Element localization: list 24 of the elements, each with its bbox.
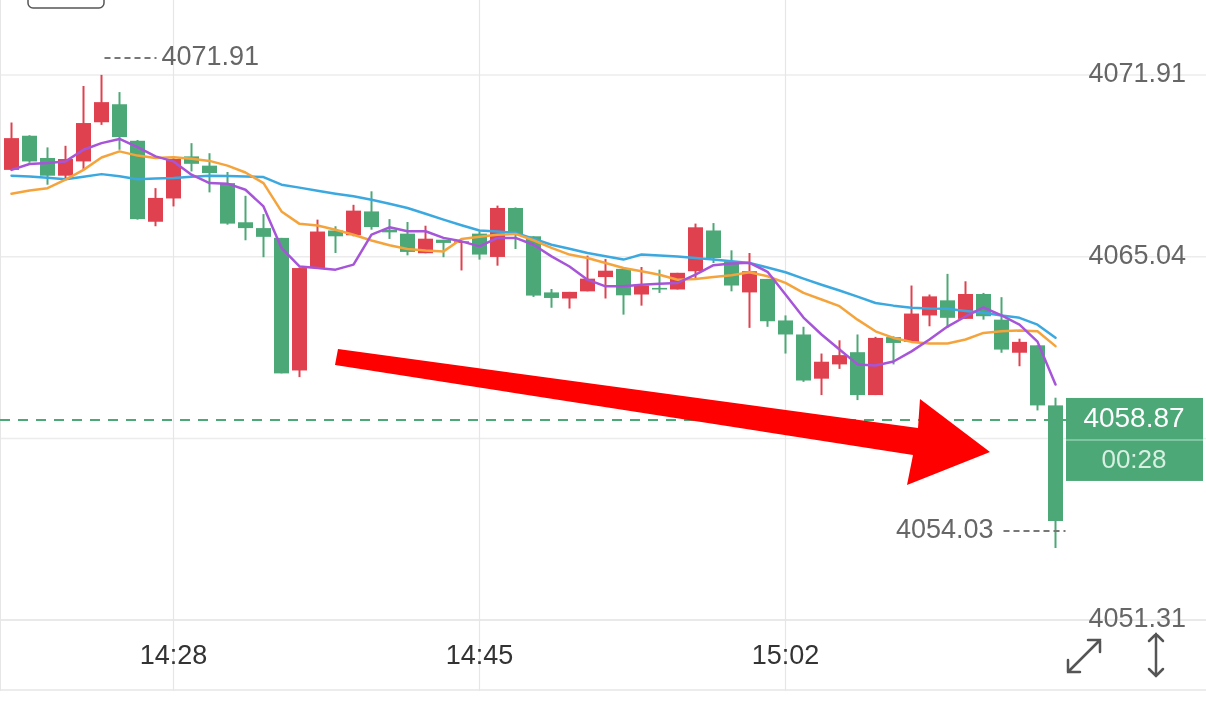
candlestick [778,314,793,355]
y-tick-label: 4071.91 [1088,58,1186,89]
line-series [10,150,1057,348]
y-tick-label: 4051.31 [1088,603,1186,634]
candlestick [1012,337,1027,368]
annotation: 4071.91 [161,41,260,72]
candlestick [202,152,217,194]
candlestick [238,194,253,242]
candlestick [634,266,649,307]
candlestick [598,258,613,300]
annotation: 4054.03 [895,514,994,545]
candlestick [544,287,559,309]
x-tick-label: 14:45 [445,640,514,671]
candlestick [814,352,829,397]
y-tick-label: 4065.04 [1088,239,1186,270]
x-tick-label: 15:02 [751,640,820,671]
x-tick-label: 14:28 [139,640,208,671]
candlestick [148,187,163,228]
candlestick [94,73,109,126]
candlestick [364,190,379,231]
candlestick [256,213,271,259]
candlestick [832,339,847,370]
ref-line-label: 4058.87 [1083,402,1185,434]
text: 00:28 [1101,443,1167,474]
